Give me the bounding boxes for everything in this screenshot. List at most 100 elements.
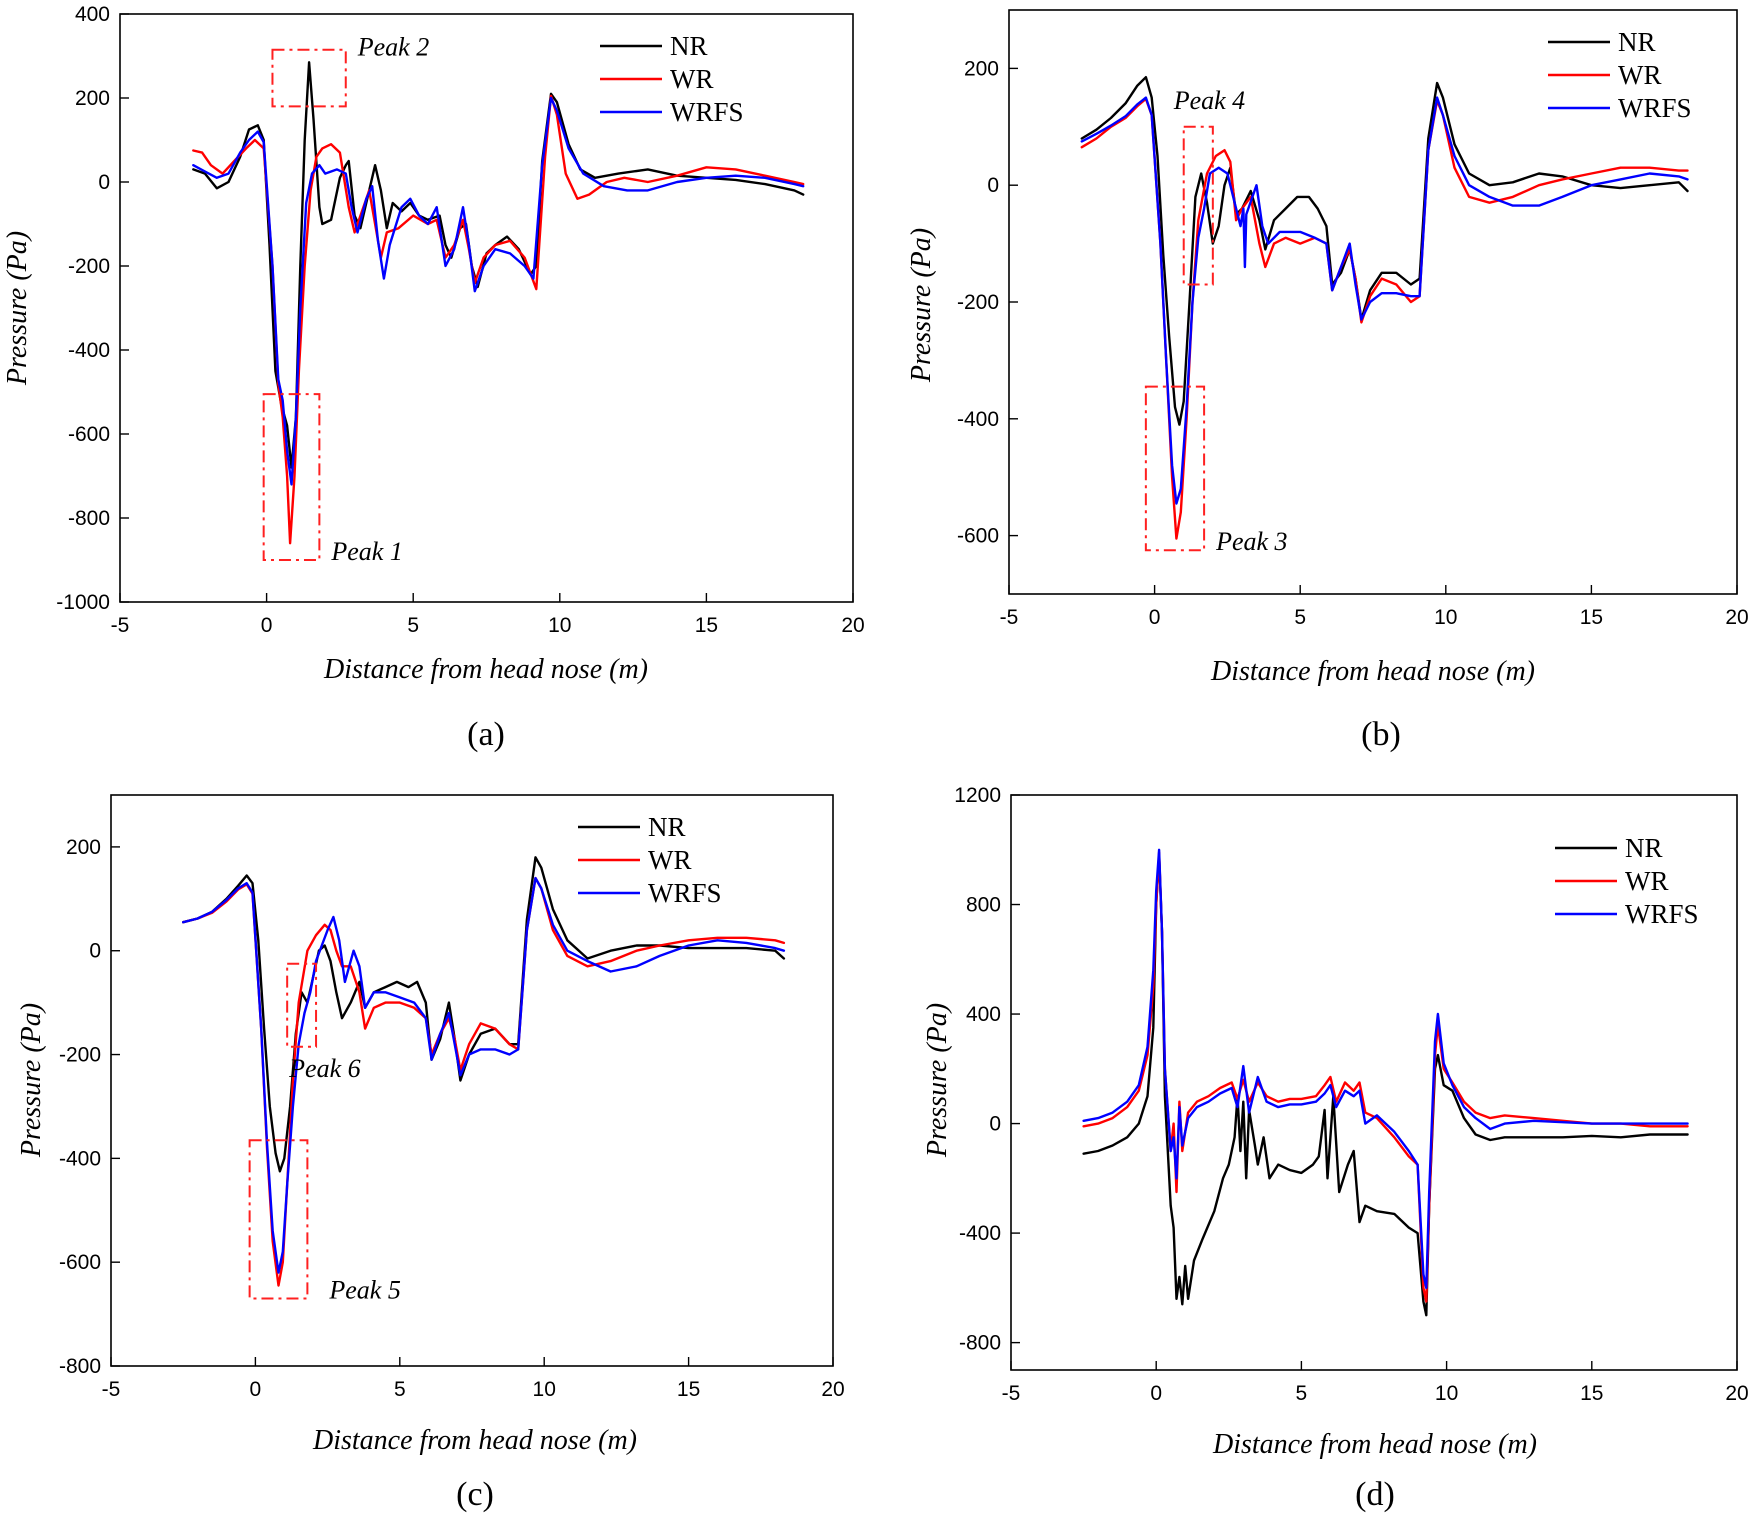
chart-panel-a: -5 0 5 10 15 20 -1000 -800 -600 -400 -200 0 200 400 P… [2, 3, 865, 753]
legend-label-wr: WR [670, 64, 714, 94]
series-group-b [1080, 76, 1689, 540]
x-axis-title-a: Distance from head nose (m) [323, 654, 648, 685]
y-tick-label: 200 [75, 87, 110, 110]
x-tick-label: 20 [1725, 1382, 1748, 1405]
panel-label-a: (a) [467, 716, 505, 753]
series-line-nr [182, 856, 786, 1173]
series-group-a [192, 61, 805, 545]
y-axis-title-b: Pressure (Pa) [906, 228, 937, 383]
x-tick-label: 20 [1725, 606, 1748, 629]
y-tick-label: 0 [989, 1113, 1001, 1136]
series-line-nr [1082, 854, 1689, 1317]
y-tick-label: -400 [68, 339, 110, 362]
series-group-c [182, 856, 786, 1287]
y-tick-label: -400 [957, 408, 999, 431]
peak-label: Peak 1 [330, 537, 402, 566]
legend-label-nr: NR [1618, 27, 1656, 57]
y-tick-label: -600 [957, 525, 999, 548]
x-tick-label: 10 [533, 1378, 556, 1401]
x-tick-label: 0 [261, 614, 273, 637]
x-tick-label: -5 [102, 1378, 121, 1401]
panel-label-b: (b) [1361, 716, 1401, 753]
x-tick-label: -5 [111, 614, 130, 637]
legend-label-nr: NR [1625, 833, 1663, 863]
annotation-group-a: Peak 1 Peak 2 [262, 33, 429, 566]
y-tick-label: 200 [66, 836, 101, 859]
y-tick-label: -600 [68, 423, 110, 446]
legend-label-wrfs: WRFS [1618, 93, 1692, 123]
series-line-nr [1080, 76, 1689, 426]
peak-label: Peak 5 [328, 1276, 400, 1305]
y-tick-label: -200 [59, 1044, 101, 1067]
legend-label-wr: WR [1625, 866, 1669, 896]
plot-frame-a [119, 13, 854, 603]
x-tick-label: 20 [841, 614, 864, 637]
tick-group-d: -5 0 5 10 15 20 -800 -400 0 400 800 1200 [954, 784, 1748, 1405]
x-tick-label: 15 [1580, 1382, 1603, 1405]
y-tick-label: -800 [68, 507, 110, 530]
x-tick-label: 0 [1149, 606, 1161, 629]
tick-group-b: -5 0 5 10 15 20 -600 -400 -200 0 200 [957, 57, 1749, 629]
y-tick-label: -800 [959, 1332, 1001, 1355]
y-axis-title-d: Pressure (Pa) [922, 1003, 953, 1158]
x-tick-label: 10 [1434, 606, 1457, 629]
peak-box [1144, 385, 1206, 552]
legend-label-wrfs: WRFS [1625, 899, 1699, 929]
y-tick-label: 400 [75, 3, 110, 26]
peak-label: Peak 4 [1173, 86, 1245, 115]
peak-label: Peak 3 [1215, 527, 1287, 556]
x-axis-title-c: Distance from head nose (m) [312, 1425, 637, 1456]
legend-label-wr: WR [648, 845, 692, 875]
y-tick-label: 400 [966, 1003, 1001, 1026]
x-axis-title-d: Distance from head nose (m) [1212, 1429, 1537, 1460]
series-group-d [1082, 848, 1689, 1317]
x-tick-label: 10 [548, 614, 571, 637]
legend-label-wrfs: WRFS [648, 878, 722, 908]
series-line-wrfs [1082, 848, 1689, 1290]
legend-label-nr: NR [648, 812, 686, 842]
y-tick-label: 0 [987, 174, 999, 197]
y-tick-label: -400 [959, 1222, 1001, 1245]
tick-group-c: -5 0 5 10 15 20 -800 -600 -400 -200 0 200 [59, 836, 845, 1401]
annotation-group-c: Peak 5 Peak 6 [248, 962, 401, 1305]
peak-box [271, 48, 347, 108]
x-tick-label: 5 [1296, 1382, 1308, 1405]
y-tick-label: 0 [89, 940, 101, 963]
x-tick-label: 15 [1580, 606, 1603, 629]
x-tick-label: 15 [677, 1378, 700, 1401]
x-tick-label: 5 [407, 614, 419, 637]
peak-box [262, 393, 321, 561]
peak-box [286, 962, 318, 1048]
panel-label-c: (c) [456, 1476, 494, 1513]
x-tick-label: -5 [1002, 1382, 1021, 1405]
y-axis-title-c: Pressure (Pa) [16, 1003, 47, 1158]
annotation-group-b: Peak 3 Peak 4 [1144, 86, 1288, 556]
tick-group-a: -5 0 5 10 15 20 -1000 -800 -600 -400 -200 0 200 400 [56, 3, 864, 637]
legend-label-wr: WR [1618, 60, 1662, 90]
x-axis-title-b: Distance from head nose (m) [1210, 656, 1535, 687]
plot-frame-c [110, 794, 834, 1367]
peak-label: Peak 6 [288, 1054, 360, 1083]
y-axis-title-a: Pressure (Pa) [2, 231, 33, 386]
x-tick-label: 10 [1435, 1382, 1458, 1405]
peak-label: Peak 2 [357, 33, 429, 62]
y-tick-label: -600 [59, 1251, 101, 1274]
plot-frame-d [1010, 794, 1738, 1371]
y-tick-label: 0 [98, 171, 110, 194]
y-tick-label: -800 [59, 1355, 101, 1378]
panel-label-d: (d) [1355, 1476, 1395, 1513]
x-tick-label: 5 [1294, 606, 1306, 629]
y-tick-label: -1000 [56, 591, 110, 614]
x-tick-label: 5 [394, 1378, 406, 1401]
y-tick-label: 1200 [954, 784, 1001, 807]
x-tick-label: 0 [250, 1378, 262, 1401]
y-tick-label: 800 [966, 894, 1001, 917]
peak-box [1182, 125, 1214, 286]
y-tick-label: -200 [68, 255, 110, 278]
x-tick-label: 0 [1150, 1382, 1162, 1405]
